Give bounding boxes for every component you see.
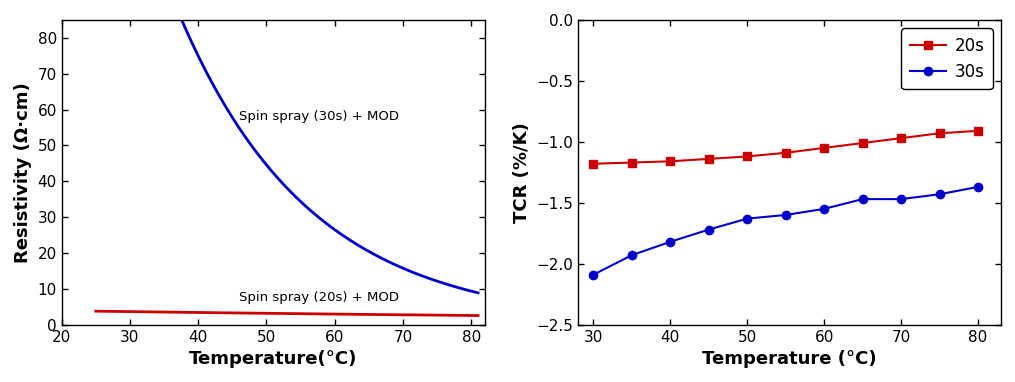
30s [972,185,985,189]
30s [625,253,637,257]
Y-axis label: Resistivity (Ω·cm): Resistivity (Ω·cm) [14,82,31,263]
20s [857,141,869,145]
Text: Spin spray (30s) + MOD: Spin spray (30s) + MOD [240,110,399,123]
20s [780,151,792,155]
Text: Spin spray (20s) + MOD: Spin spray (20s) + MOD [240,291,399,304]
Line: 20s: 20s [590,127,982,168]
30s [741,216,753,221]
Y-axis label: TCR (%/K): TCR (%/K) [513,122,531,223]
20s [972,129,985,133]
20s [818,146,830,150]
30s [857,197,869,201]
Line: 30s: 30s [589,183,983,279]
X-axis label: Temperature(°C): Temperature(°C) [189,350,357,368]
20s [625,160,637,165]
30s [818,207,830,211]
20s [702,157,715,161]
30s [702,227,715,232]
Legend: 20s, 30s: 20s, 30s [901,28,993,89]
30s [664,240,676,244]
X-axis label: Temperature (°C): Temperature (°C) [702,350,877,368]
30s [588,272,600,277]
30s [780,213,792,217]
20s [934,131,946,136]
20s [664,159,676,163]
30s [895,197,907,201]
30s [934,192,946,196]
20s [895,136,907,141]
20s [588,162,600,166]
20s [741,154,753,159]
